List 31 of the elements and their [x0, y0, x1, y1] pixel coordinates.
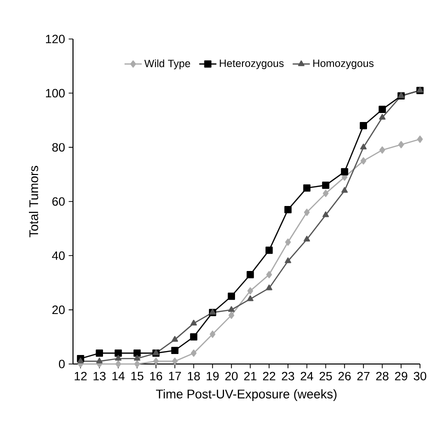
legend-label: Heterozygous	[220, 60, 284, 70]
x-axis-title: Time Post-UV-Exposure (weeks)	[156, 389, 336, 401]
x-tick-label: 15	[131, 372, 144, 380]
x-tick-label: 27	[357, 372, 370, 380]
y-tick-label: 60	[52, 197, 65, 206]
legend-label: Homozygous	[313, 60, 374, 70]
x-tick-label: 13	[94, 372, 106, 380]
legend-label: Wild Type	[144, 59, 190, 70]
x-tick-label: 25	[320, 372, 332, 380]
y-tick-label: 100	[46, 88, 65, 98]
x-tick-label: 30	[414, 372, 426, 380]
x-tick-label: 21	[244, 372, 256, 380]
x-tick-label: 20	[225, 372, 238, 380]
x-tick-label: 18	[188, 372, 200, 380]
x-tick-label: 19	[206, 372, 219, 380]
x-tick-label: 28	[376, 372, 388, 380]
x-tick-label: 22	[263, 372, 276, 380]
x-tick-label: 24	[300, 372, 314, 380]
y-tick-label: 0	[58, 360, 65, 368]
y-tick-label: 80	[52, 143, 65, 152]
y-tick-label: 40	[52, 251, 65, 260]
y-axis-title: Total Tumors	[28, 166, 38, 238]
x-tick-label: 16	[150, 372, 162, 380]
x-tick-label: 14	[112, 372, 125, 380]
x-tick-label: 29	[395, 372, 408, 380]
x-tick-label: 23	[282, 372, 294, 380]
x-tick-label: 26	[338, 372, 351, 380]
x-tick-label: 12	[74, 372, 87, 380]
y-tick-label: 120	[46, 34, 65, 44]
x-tick-label: 17	[169, 372, 181, 380]
y-tick-label: 20	[52, 306, 65, 314]
